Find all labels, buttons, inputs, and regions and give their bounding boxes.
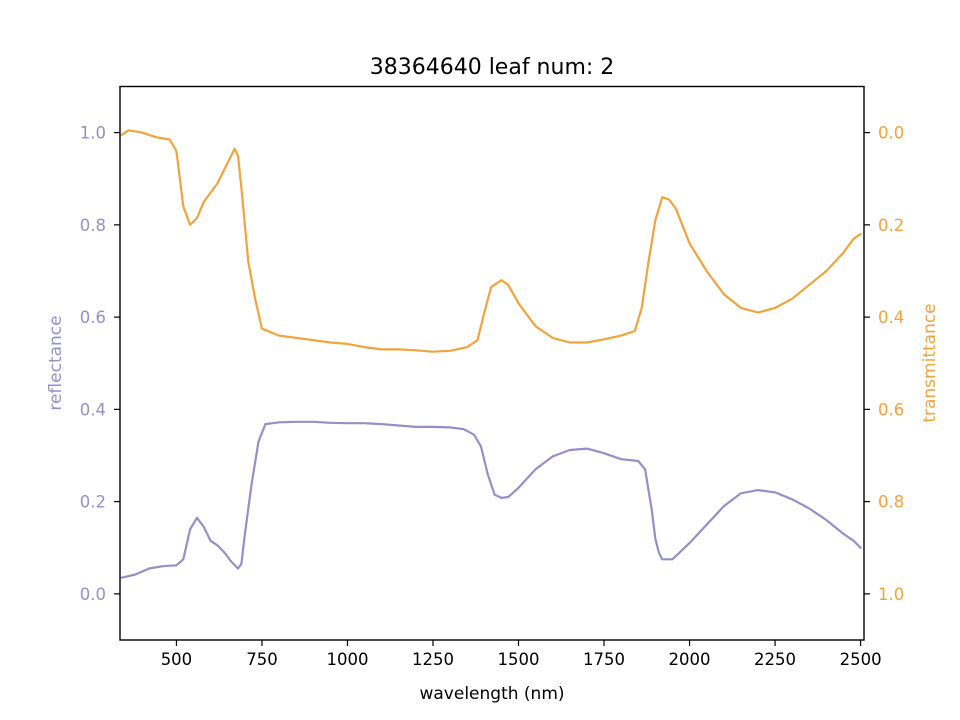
- y-left-tick-label: 0.0: [80, 585, 106, 604]
- x-tick-label: 1500: [498, 650, 540, 669]
- x-tick-label: 2250: [754, 650, 796, 669]
- y-right-tick-label: 0.0: [878, 124, 904, 143]
- y-axis-label-left: reflectance: [46, 315, 66, 410]
- y-right-tick-label: 0.2: [878, 216, 904, 235]
- y-right-tick-label: 0.6: [878, 400, 904, 419]
- chart-title: 38364640 leaf num: 2: [370, 55, 615, 80]
- y-right-tick-label: 1.0: [878, 585, 904, 604]
- x-axis: 500 750 1000 1250 1500 1750 2000 2250 2500: [161, 640, 882, 669]
- x-tick-label: 2000: [669, 650, 711, 669]
- x-tick-label: 500: [161, 650, 193, 669]
- y-left-tick-label: 0.4: [80, 400, 106, 419]
- plot-frame: [119, 85, 865, 641]
- transmittance-series-line: [120, 129, 862, 353]
- y-axis-left: 0.0 0.2 0.4 0.6 0.8 1.0: [80, 124, 120, 604]
- y-left-tick-label: 0.6: [80, 308, 106, 327]
- x-tick-label: 1000: [326, 650, 368, 669]
- y-axis-label-right: transmittance: [920, 303, 940, 422]
- y-left-tick-label: 0.8: [80, 216, 106, 235]
- reflectance-series-line: [120, 420, 862, 579]
- y-right-tick-label: 0.4: [878, 308, 904, 327]
- x-tick-label: 750: [246, 650, 278, 669]
- x-tick-label: 2500: [840, 650, 882, 669]
- y-left-tick-label: 0.2: [80, 493, 106, 512]
- x-tick-label: 1250: [412, 650, 454, 669]
- x-axis-label: wavelength (nm): [419, 684, 564, 704]
- y-left-tick-label: 1.0: [80, 124, 106, 143]
- y-axis-right: 0.0 0.2 0.4 0.6 0.8 1.0: [864, 124, 904, 604]
- y-right-tick-label: 0.8: [878, 493, 904, 512]
- x-tick-label: 1750: [583, 650, 625, 669]
- series-layer: [120, 129, 862, 579]
